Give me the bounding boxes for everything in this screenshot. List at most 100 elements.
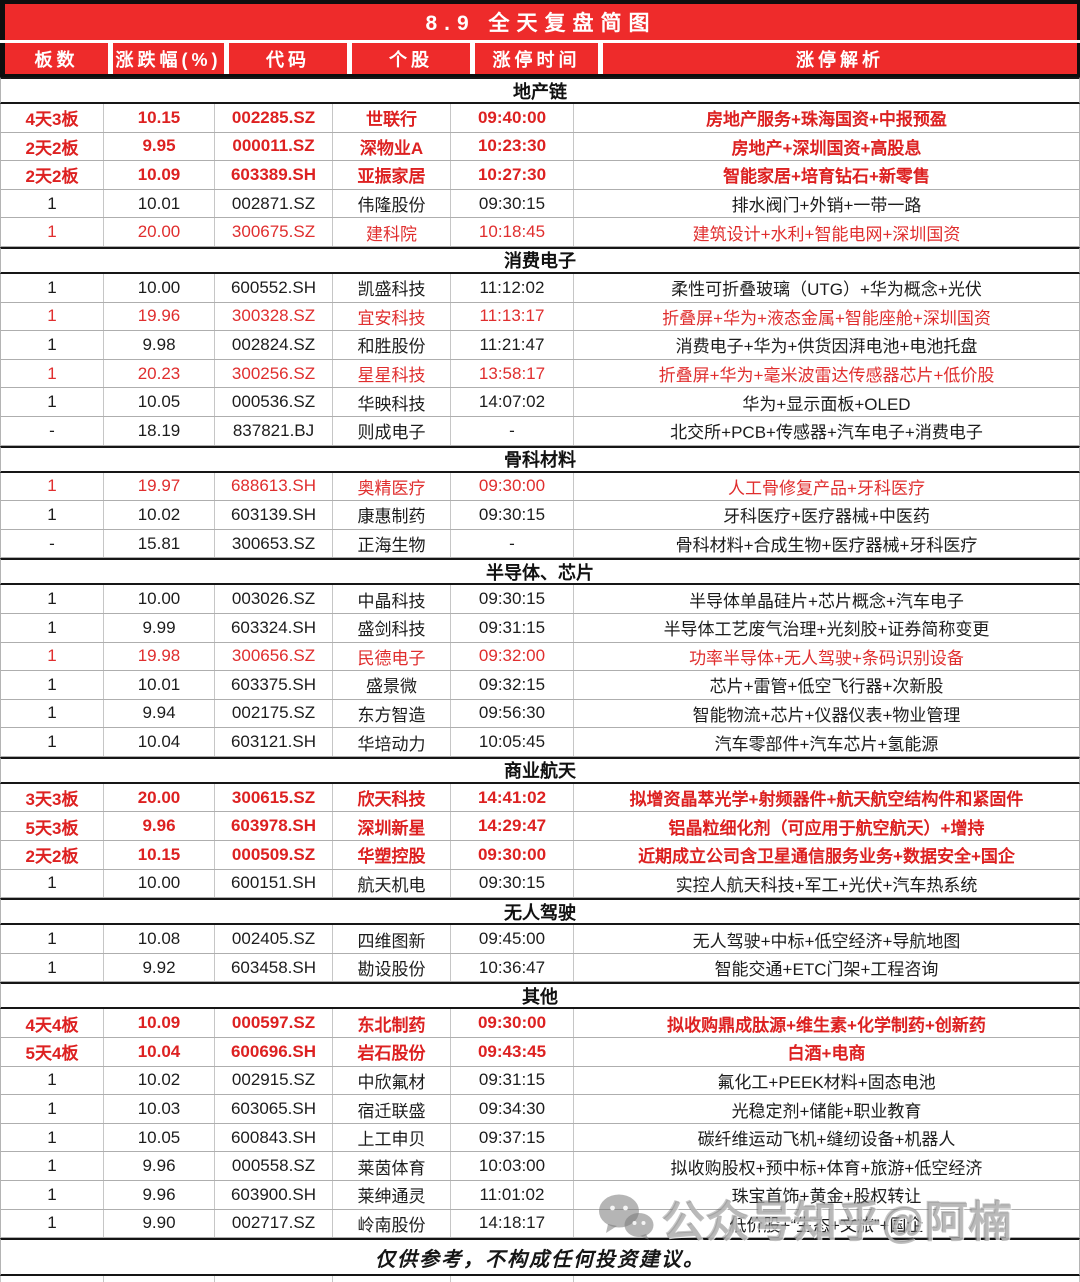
- cell-analysis: 铝晶粒细化剂（可应用于航空航天）+增持: [668, 818, 985, 838]
- table-row: 1 9.99 603324.SH 盛剑科技 09:31:15 半导体工艺废气治理+光刻胶+…: [0, 613, 1080, 643]
- cell-board-count: 3天3板: [1, 783, 104, 812]
- cell-code: 000509.SZ: [215, 841, 333, 869]
- cell-change-pct: 10.09: [104, 161, 215, 189]
- cell-board-count: 1: [1, 1209, 104, 1238]
- cell-stock-name: 华映科技: [333, 388, 451, 416]
- cell-stock-name: 宜安科技: [333, 302, 451, 331]
- table-row: 1 20.00 300675.SZ 建科院 10:18:45 建筑设计+水利+智能电网+深…: [0, 218, 1080, 247]
- cell-code: 002871.SZ: [215, 189, 333, 218]
- table-row: 1 10.01 603375.SH 盛景微 09:32:15 芯片+雷管+低空飞行器+次新…: [0, 671, 1080, 700]
- column-header-3: 个股: [352, 43, 470, 74]
- cell-analysis: 建筑设计+水利+智能电网+深圳国资: [692, 224, 961, 244]
- section-header-row: 其他: [0, 982, 1080, 1010]
- cell-code: 002717.SZ: [215, 1209, 333, 1238]
- cell-board-count: 1: [1, 1181, 104, 1209]
- cell-analysis: 柔性可折叠玻璃（UTG）+华为概念+光伏: [671, 280, 982, 300]
- table-row: 1 10.02 603139.SH 康惠制药 09:30:15 牙科医疗+医疗器械+中医药: [0, 501, 1080, 530]
- cell-limit-up-time: 11:12:02: [451, 273, 574, 302]
- cell-change-pct: 10.02: [104, 501, 215, 529]
- cell-code: 603065.SH: [215, 1095, 333, 1123]
- cell-board-count: 1: [1, 189, 104, 218]
- cell-stock-name: 东北制药: [333, 1009, 451, 1038]
- cell-change-pct: 9.96: [104, 1152, 215, 1180]
- cell-board-count: 1: [1, 218, 104, 246]
- cell-limit-up-time: 14:18:17: [451, 1209, 574, 1238]
- cell-code: 002405.SZ: [215, 925, 333, 953]
- cell-limit-up-time: 09:30:15: [451, 869, 574, 898]
- cell-board-count: 4天3板: [1, 104, 104, 132]
- table-row: 1 10.05 600843.SH 上工申贝 09:37:15 碳纤维运动飞机+缝纫设备+…: [0, 1123, 1080, 1153]
- disclaimer-text: 仅供参考，不构成任何投资建议。: [0, 1238, 1080, 1277]
- cell-board-count: 1: [1, 585, 104, 613]
- cell-analysis: 氟化工+PEEK材料+固态电池: [717, 1072, 936, 1092]
- cell-board-count: 5天4板: [1, 1038, 104, 1066]
- cell-code: 002824.SZ: [215, 331, 333, 359]
- cell-stock-name: 中欣氟材: [333, 1066, 451, 1095]
- cell-board-count: 1: [1, 869, 104, 898]
- cell-change-pct: 19.97: [104, 472, 215, 501]
- cell-analysis: 半导体工艺废气治理+光刻胶+证券简称变更: [663, 620, 990, 640]
- cell-code: 603900.SH: [215, 1181, 333, 1209]
- cell-code: 002175.SZ: [215, 699, 333, 728]
- section-header-row: 半导体、芯片: [0, 558, 1080, 586]
- cell-stock-name: 和胜股份: [333, 331, 451, 359]
- cell-change-pct: 10.03: [104, 1095, 215, 1123]
- cell-code: 688613.SH: [215, 472, 333, 501]
- cell-change-pct: 10.04: [104, 728, 215, 756]
- table-row: 1 10.00 600552.SH 凯盛科技 11:12:02 柔性可折叠玻璃（UTG）+…: [0, 273, 1080, 303]
- cell-change-pct: 10.04: [104, 1038, 215, 1066]
- cell-code: 003026.SZ: [215, 585, 333, 613]
- cell-stock-name: 世联行: [333, 104, 451, 132]
- table-row: 1 9.94 002175.SZ 东方智造 09:56:30 智能物流+芯片+仪器仪表+物…: [0, 699, 1080, 729]
- cell-analysis: 北交所+PCB+传感器+汽车电子+消费电子: [670, 423, 983, 443]
- table-row: 1 10.03 603065.SH 宿迁联盛 09:34:30 光稳定剂+储能+职业教育: [0, 1095, 1080, 1124]
- cell-limit-up-time: 09:30:00: [451, 472, 574, 501]
- table-row: 1 9.92 603458.SH 勘设股份 10:36:47 智能交通+ETC门架+工程咨…: [0, 953, 1080, 983]
- cell-code: 603324.SH: [215, 613, 333, 642]
- cell-stock-name: 四维图新: [333, 925, 451, 953]
- table-row: 1 19.96 300328.SZ 宜安科技 11:13:17 折叠屏+华为+液态金属+智…: [0, 302, 1080, 332]
- table-row: 1 20.23 300256.SZ 星星科技 13:58:17 折叠屏+华为+毫米波雷达传…: [0, 359, 1080, 389]
- cell-analysis: 汽车零部件+汽车芯片+氢能源: [714, 734, 939, 754]
- cell-limit-up-time: 10:23:30: [451, 132, 574, 161]
- cell-code: 603458.SH: [215, 953, 333, 982]
- cell-limit-up-time: 09:31:15: [451, 613, 574, 642]
- cell-code: 000558.SZ: [215, 1152, 333, 1180]
- cell-stock-name: 亚振家居: [333, 161, 451, 189]
- cell-analysis: 拟收购股权+预中标+体育+旅游+低空经济: [670, 1158, 983, 1178]
- cell-limit-up-time: 09:30:15: [451, 189, 574, 218]
- cell-board-count: 1: [1, 388, 104, 416]
- cell-stock-name: 盛剑科技: [333, 613, 451, 642]
- cell-change-pct: 10.01: [104, 189, 215, 218]
- cell-code: 603375.SH: [215, 671, 333, 699]
- cell-board-count: 1: [1, 1066, 104, 1095]
- table-row: -15.81 300653.SZ 正海生物 - 骨科材料+合成生物+医疗器械+牙科医疗: [0, 529, 1080, 559]
- cell-stock-name: 航天机电: [333, 869, 451, 898]
- section-header-row: 无人驾驶: [0, 898, 1080, 926]
- cell-board-count: 1: [1, 613, 104, 642]
- cell-analysis: 房地产+深圳国资+高股息: [731, 138, 922, 158]
- cell-analysis: 芯片+雷管+低空飞行器+次新股: [709, 677, 944, 697]
- cell-code: 603139.SH: [215, 501, 333, 529]
- cell-stock-name: 星星科技: [333, 359, 451, 388]
- cell-board-count: 1: [1, 671, 104, 699]
- cell-code: 600151.SH: [215, 869, 333, 898]
- cell-limit-up-time: 09:31:15: [451, 1066, 574, 1095]
- cell-code: 603978.SH: [215, 812, 333, 841]
- cell-code: 600696.SH: [215, 1038, 333, 1066]
- cell-stock-name: 深圳新星: [333, 812, 451, 841]
- cell-board-count: 1: [1, 359, 104, 388]
- cell-limit-up-time: 14:29:47: [451, 812, 574, 841]
- cell-analysis: 拟增资晶萃光学+射频器件+航天航空结构件和紧固件: [629, 790, 1024, 810]
- cell-analysis: 华为+显示面板+OLED: [742, 394, 911, 414]
- cell-analysis: 无人驾驶+中标+低空经济+导航地图: [692, 931, 961, 951]
- cell-change-pct: 9.95: [104, 132, 215, 161]
- cell-change-pct: 20.00: [104, 783, 215, 812]
- cell-analysis: 近期成立公司含卫星通信服务业务+数据安全+国企: [638, 847, 1015, 867]
- cell-board-count: 1: [1, 472, 104, 501]
- cell-code: 300653.SZ: [215, 529, 333, 558]
- cell-limit-up-time: 09:56:30: [451, 699, 574, 728]
- cell-change-pct: 9.99: [104, 613, 215, 642]
- cell-board-count: 1: [1, 302, 104, 331]
- cell-limit-up-time: 11:01:02: [451, 1181, 574, 1209]
